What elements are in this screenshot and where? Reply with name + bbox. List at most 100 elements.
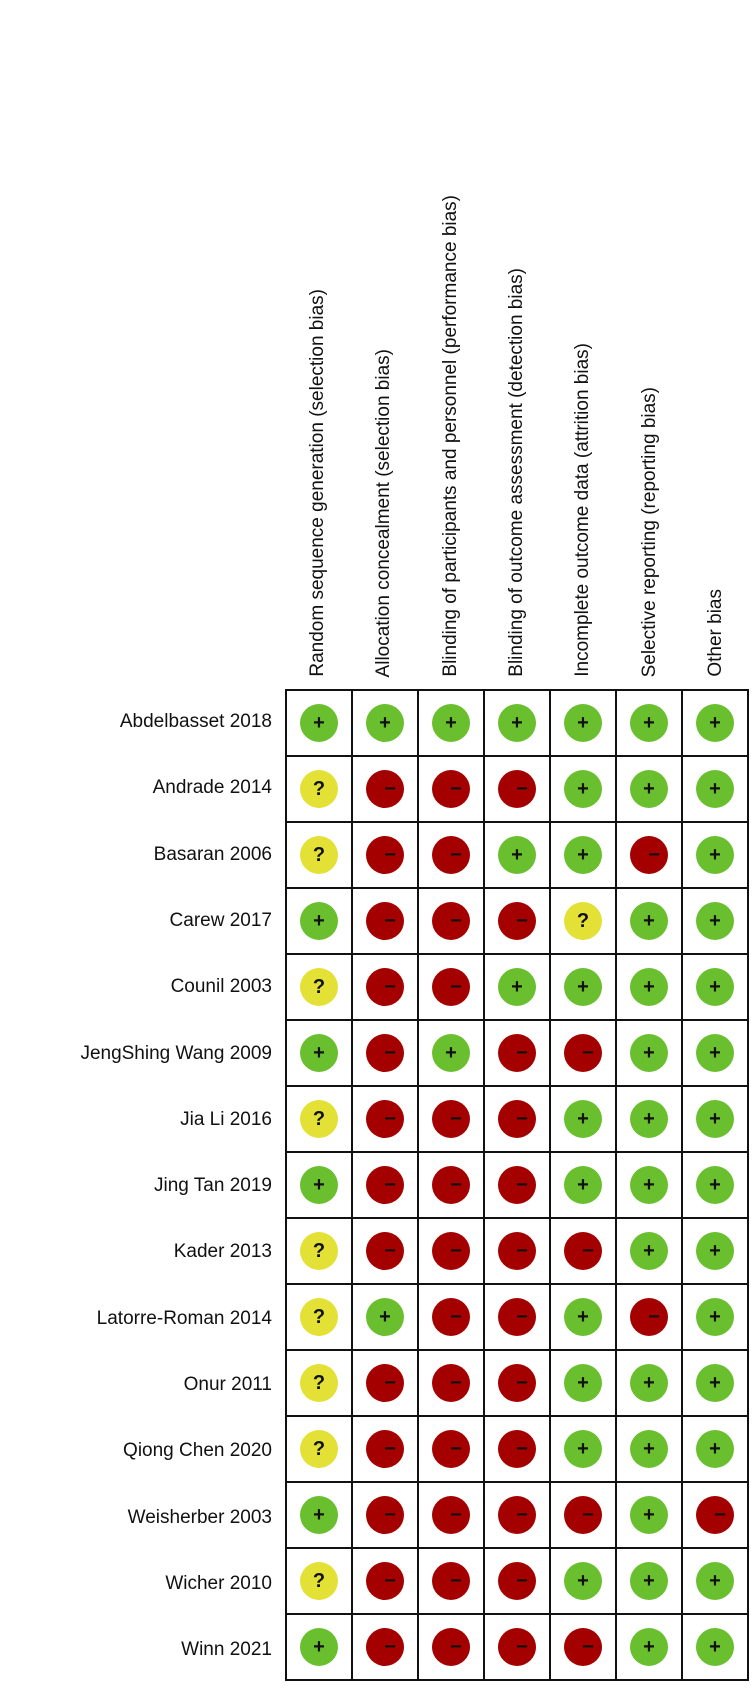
rating-symbol: − — [648, 1305, 660, 1328]
high-risk-icon: − — [630, 1298, 668, 1336]
rating-symbol: − — [516, 1173, 528, 1196]
low-risk-icon: + — [498, 968, 536, 1006]
low-risk-icon: + — [564, 1298, 602, 1336]
study-label: Latorre-Roman 2014 — [96, 1307, 272, 1329]
rating-cell: + — [681, 755, 749, 823]
rating-cell: − — [417, 1283, 485, 1351]
high-risk-icon: − — [432, 1100, 470, 1138]
rating-symbol: ? — [312, 975, 326, 998]
rating-cell: + — [615, 755, 683, 823]
rating-cell: − — [549, 1481, 617, 1549]
rating-symbol: + — [379, 711, 391, 734]
rating-symbol: + — [643, 777, 655, 800]
study-label: Carew 2017 — [169, 909, 272, 931]
rating-symbol: − — [384, 975, 396, 998]
column-header: Allocation concealment (selection bias) — [351, 349, 417, 677]
rating-symbol: + — [709, 1437, 721, 1460]
rating-cell: − — [417, 1217, 485, 1285]
rating-cell: + — [549, 1151, 617, 1219]
rating-symbol: − — [384, 777, 396, 800]
rating-cell: + — [549, 953, 617, 1021]
rating-cell: − — [417, 1415, 485, 1483]
table-row: + − − − − + + — [285, 1613, 749, 1681]
rating-cell: + — [681, 821, 749, 889]
high-risk-icon: − — [432, 968, 470, 1006]
low-risk-icon: + — [696, 1430, 734, 1468]
unclear-risk-icon: ? — [300, 1430, 338, 1468]
high-risk-icon: − — [498, 1100, 536, 1138]
low-risk-icon: + — [696, 770, 734, 808]
high-risk-icon: − — [366, 968, 404, 1006]
low-risk-icon: + — [630, 1496, 668, 1534]
rating-cell: − — [483, 1547, 551, 1615]
rating-cell: + — [483, 689, 551, 757]
rating-symbol: + — [577, 843, 589, 866]
low-risk-icon: + — [498, 704, 536, 742]
rating-cell: − — [351, 1613, 419, 1681]
column-header: Other bias — [683, 589, 749, 677]
low-risk-icon: + — [696, 968, 734, 1006]
rating-cell: + — [549, 689, 617, 757]
rating-symbol: ? — [312, 1239, 326, 1262]
rating-symbol: − — [714, 1503, 726, 1526]
rating-cell: + — [483, 953, 551, 1021]
low-risk-icon: + — [564, 1364, 602, 1402]
rating-symbol: − — [384, 909, 396, 932]
rating-cell: + — [615, 1085, 683, 1153]
rating-symbol: ? — [576, 909, 590, 932]
rating-cell: + — [549, 821, 617, 889]
low-risk-icon: + — [300, 902, 338, 940]
rating-cell: + — [417, 1019, 485, 1087]
study-label: Abdelbasset 2018 — [119, 711, 272, 732]
rating-cell: + — [549, 1085, 617, 1153]
low-risk-icon: + — [300, 1034, 338, 1072]
rating-cell: − — [483, 1217, 551, 1285]
rating-cell: − — [615, 821, 683, 889]
rating-symbol: + — [709, 909, 721, 932]
low-risk-icon: + — [630, 1628, 668, 1666]
rating-symbol: − — [450, 1305, 462, 1328]
rating-cell: − — [615, 1283, 683, 1351]
high-risk-icon: − — [498, 1232, 536, 1270]
rating-symbol: − — [450, 1371, 462, 1394]
rating-symbol: ? — [312, 1107, 326, 1130]
rating-symbol: − — [450, 1107, 462, 1130]
rating-symbol: ? — [312, 1569, 326, 1592]
high-risk-icon: − — [498, 902, 536, 940]
high-risk-icon: − — [498, 1034, 536, 1072]
rating-cell: + — [681, 887, 749, 955]
rating-cell: + — [285, 1481, 353, 1549]
risk-of-bias-grid: + + + + + + +? − − − + + +? − − + + − + + − − −? + +? − − + + + + + − + − −… — [285, 689, 749, 1681]
rating-cell: + — [615, 953, 683, 1021]
rating-symbol: − — [384, 1239, 396, 1262]
low-risk-icon: + — [564, 1166, 602, 1204]
rating-cell: + — [615, 689, 683, 757]
rating-symbol: + — [313, 1173, 325, 1196]
rating-symbol: ? — [312, 1371, 326, 1394]
low-risk-icon: + — [564, 1562, 602, 1600]
rating-cell: + — [549, 1349, 617, 1417]
high-risk-icon: − — [498, 1298, 536, 1336]
rating-symbol: − — [384, 1107, 396, 1130]
table-row: + − − −? + + — [285, 887, 749, 955]
rating-cell: + — [285, 1613, 353, 1681]
rating-cell: − — [351, 1481, 419, 1549]
rating-symbol: + — [643, 711, 655, 734]
rating-cell: ? — [285, 1085, 353, 1153]
rating-symbol: − — [582, 1503, 594, 1526]
rating-symbol: + — [709, 777, 721, 800]
low-risk-icon: + — [564, 836, 602, 874]
low-risk-icon: + — [630, 1100, 668, 1138]
rating-cell: + — [615, 1349, 683, 1417]
rating-symbol: − — [450, 1503, 462, 1526]
rating-cell: + — [285, 887, 353, 955]
column-header: Blinding of outcome assessment (detectio… — [484, 268, 550, 677]
high-risk-icon: − — [366, 1100, 404, 1138]
rating-cell: ? — [285, 1415, 353, 1483]
table-row: + − − − + + + — [285, 1151, 749, 1219]
rating-cell: − — [483, 1481, 551, 1549]
rating-cell: − — [417, 1481, 485, 1549]
study-label: JengShing Wang 2009 — [80, 1042, 272, 1064]
rating-symbol: + — [511, 843, 523, 866]
rating-symbol: ? — [312, 1305, 326, 1328]
